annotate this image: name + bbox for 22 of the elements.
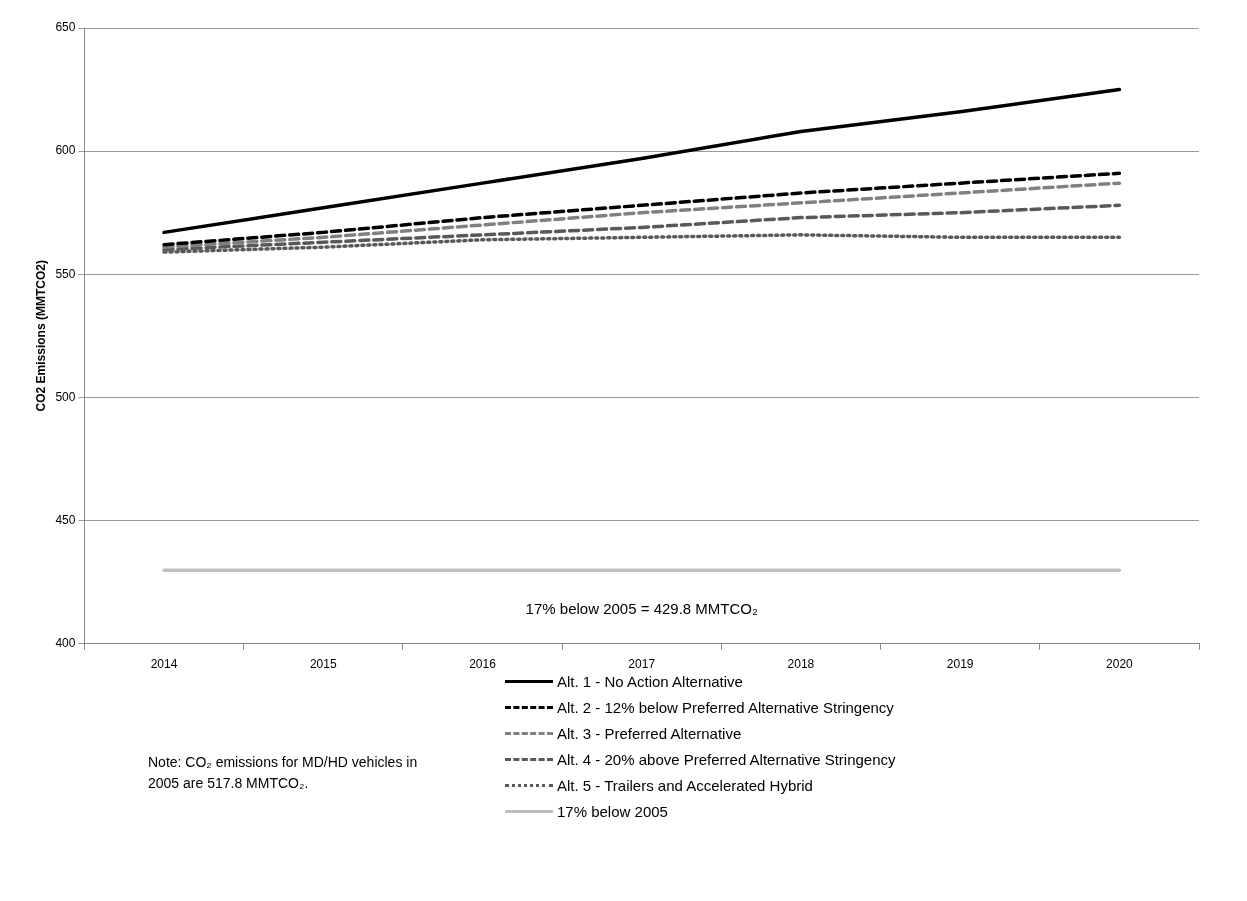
legend-label: Alt. 5 - Trailers and Accelerated Hybrid bbox=[557, 776, 813, 794]
x-tick-label: 2014 bbox=[150, 657, 178, 672]
legend-label: 17% below 2005 bbox=[557, 802, 668, 820]
y-tick-label: 500 bbox=[55, 389, 76, 404]
x-tick-label: 2020 bbox=[1106, 657, 1134, 672]
y-tick-label: 450 bbox=[55, 512, 76, 527]
legend-label: Alt. 3 - Preferred Alternative bbox=[557, 724, 742, 742]
x-tick-label: 2016 bbox=[469, 657, 497, 672]
legend-label: Alt. 4 - 20% above Preferred Alternative Stringency bbox=[557, 750, 896, 768]
x-tick-label: 2019 bbox=[946, 657, 974, 672]
annotation: 17% below 2005 = 429.8 MMTCO₂ bbox=[525, 599, 758, 617]
y-tick-label: 550 bbox=[55, 266, 76, 281]
x-tick-label: 2017 bbox=[628, 657, 656, 672]
text: Note: CO₂ emissions for MD/HD vehicles in 2005 are 517.8 MMTCO₂. bbox=[148, 753, 418, 793]
legend-label: Alt. 1 - No Action Alternative bbox=[557, 672, 743, 690]
y-tick-label: 650 bbox=[55, 20, 76, 35]
y-axis-title: CO2 Emissions (MMTCO2) bbox=[33, 260, 48, 412]
y-tick-label: 600 bbox=[55, 143, 76, 158]
x-tick-label: 2018 bbox=[787, 657, 815, 672]
legend-label: Alt. 2 - 12% below Preferred Alternative Stringency bbox=[557, 698, 894, 716]
y-tick-label: 400 bbox=[55, 635, 76, 650]
x-tick-label: 2015 bbox=[309, 657, 337, 672]
